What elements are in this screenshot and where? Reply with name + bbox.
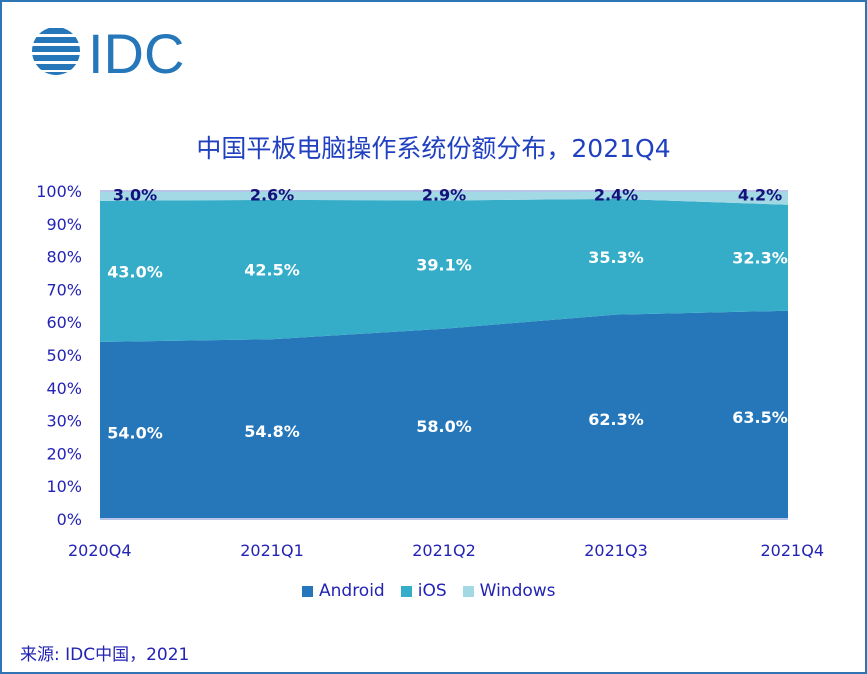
legend-item-windows: Windows — [462, 581, 556, 601]
y-tick-label: 10% — [46, 477, 82, 496]
svg-text:IDC: IDC — [88, 26, 184, 76]
data-label-windows: 2.6% — [250, 185, 294, 204]
legend-item-ios: iOS — [400, 581, 447, 601]
area-windows — [100, 191, 788, 205]
y-tick-label: 60% — [46, 313, 82, 332]
y-tick-label: 100% — [36, 182, 82, 201]
x-tick-label: 2020Q4 — [68, 541, 132, 560]
legend-label: Android — [319, 581, 385, 601]
legend-swatch — [462, 585, 474, 597]
data-label-windows: 3.0% — [113, 185, 157, 204]
x-tick-label: 2021Q1 — [240, 541, 304, 560]
y-tick-label: 50% — [46, 346, 82, 365]
data-label-windows: 4.2% — [738, 185, 782, 204]
y-tick-label: 80% — [46, 248, 82, 267]
legend-swatch — [302, 585, 313, 597]
data-label-windows: 2.4% — [594, 185, 638, 204]
data-label-windows: 2.9% — [422, 185, 466, 204]
chart-title: 中国平板电脑操作系统份额分布，2021Q4 — [196, 134, 671, 163]
area-ios — [100, 198, 788, 342]
y-tick-label: 0% — [57, 510, 82, 529]
source-note: 来源: IDC中国，2021 — [20, 645, 190, 665]
data-label-ios: 35.3% — [588, 248, 644, 267]
idc-logo: IDC — [32, 26, 184, 76]
y-tick-label: 20% — [46, 444, 82, 463]
legend-label: Windows — [479, 581, 556, 601]
legend-label: iOS — [417, 581, 447, 601]
legend-item-android: Android — [302, 581, 385, 601]
y-tick-label: 30% — [46, 412, 82, 431]
data-label-android: 58.0% — [416, 417, 472, 436]
stacked-area-chart: 0% 10% 20% 30% 40% 50% 60% 70% 80% 90% 100% 2020Q4 2… — [36, 182, 825, 560]
y-tick-label: 40% — [46, 379, 82, 398]
legend: Android iOS Windows — [302, 581, 556, 601]
x-tick-label: 2021Q2 — [412, 541, 476, 560]
data-label-android: 63.5% — [732, 408, 788, 427]
legend-swatch — [400, 585, 412, 597]
data-label-ios: 39.1% — [416, 256, 472, 275]
data-label-android: 54.8% — [244, 422, 300, 441]
area-android — [100, 310, 788, 519]
data-label-android: 54.0% — [107, 423, 163, 442]
x-tick-label: 2021Q3 — [584, 541, 648, 560]
data-label-android: 62.3% — [588, 410, 644, 429]
y-tick-label: 90% — [46, 215, 82, 234]
data-label-ios: 43.0% — [107, 262, 163, 281]
y-tick-label: 70% — [46, 280, 82, 299]
data-label-ios: 42.5% — [244, 261, 300, 280]
x-tick-label: 2021Q4 — [761, 541, 825, 560]
data-label-ios: 32.3% — [732, 249, 788, 268]
